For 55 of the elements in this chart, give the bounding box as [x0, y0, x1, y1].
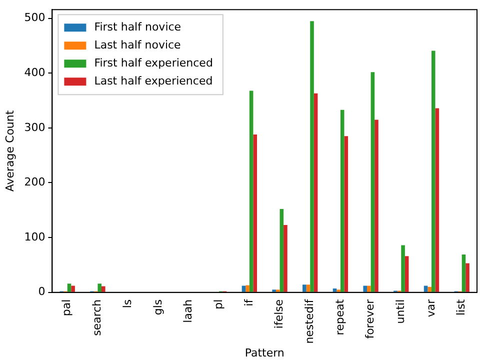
bar — [98, 284, 102, 292]
bar — [424, 286, 428, 292]
bar — [310, 21, 314, 292]
bar — [280, 209, 284, 292]
bar — [435, 108, 440, 292]
bar — [367, 286, 371, 292]
bar — [314, 93, 318, 292]
bar — [284, 224, 288, 292]
bar — [428, 286, 432, 292]
bar — [302, 284, 306, 292]
y-tick-label: 500 — [24, 11, 46, 24]
bar — [332, 288, 337, 292]
x-tick-label: laah — [182, 299, 195, 323]
x-tick-label: search — [90, 299, 104, 336]
y-tick-label: 400 — [24, 66, 46, 80]
bar — [102, 286, 106, 292]
bar — [306, 284, 310, 292]
x-tick-label: var — [424, 298, 438, 318]
x-tick-label: ifelse — [272, 299, 286, 329]
x-tick-label: repeat — [333, 298, 346, 336]
x-tick-label: until — [394, 299, 407, 324]
bar — [466, 263, 470, 292]
x-tick-label: pl — [212, 299, 225, 310]
x-axis-title: Pattern — [244, 346, 284, 360]
bar — [363, 286, 368, 292]
legend-label: Last half novice — [94, 38, 182, 52]
bar — [340, 110, 344, 292]
bar — [249, 90, 254, 292]
bar — [253, 134, 258, 292]
y-axis-title: Average Count — [3, 110, 16, 192]
bar — [462, 254, 466, 292]
y-tick-label: 100 — [24, 230, 46, 244]
bar — [344, 136, 348, 292]
bar — [374, 120, 378, 292]
bar — [246, 285, 250, 292]
bar — [404, 256, 409, 292]
x-tick-label: forever — [364, 298, 377, 339]
x-tick-label: gls — [151, 299, 164, 316]
bar — [401, 245, 405, 292]
x-tick-label: list — [454, 298, 468, 316]
bar — [71, 286, 75, 292]
bar — [370, 72, 375, 292]
bar — [431, 50, 436, 292]
x-tick-label: ls — [120, 299, 134, 308]
legend-label: First half experienced — [94, 56, 213, 70]
legend-label: First half novice — [94, 20, 182, 34]
legend-label: Last half experienced — [94, 74, 213, 88]
x-tick-label: nestedif — [302, 298, 316, 344]
y-tick-label: 200 — [24, 176, 46, 189]
bar — [67, 284, 72, 292]
x-tick-label: pal — [60, 299, 74, 316]
y-tick-label: 0 — [38, 285, 46, 298]
bar — [242, 286, 246, 292]
x-tick-label: if — [242, 298, 256, 306]
y-tick-label: 300 — [24, 120, 46, 134]
